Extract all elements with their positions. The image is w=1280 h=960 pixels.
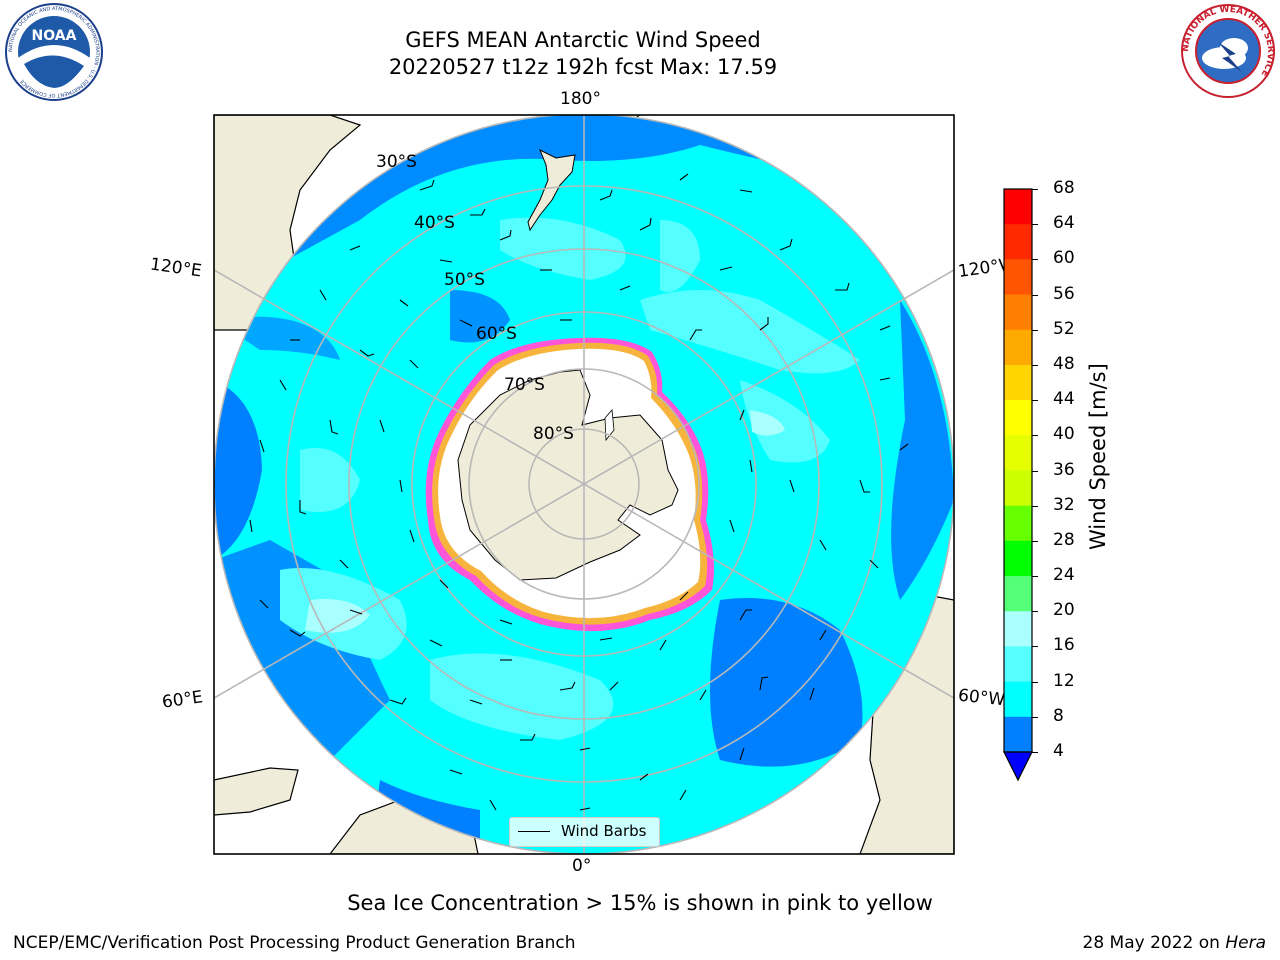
colorbar-tick-label: 64	[1053, 213, 1075, 234]
wind-barbs	[249, 173, 909, 811]
colorbar-tick-label: 28	[1053, 529, 1075, 550]
colorbar-tick-label: 56	[1053, 283, 1075, 304]
legend-label: Wind Barbs	[561, 822, 647, 840]
lat-label-30s: 30°S	[376, 152, 417, 172]
colorbar-band	[1004, 505, 1032, 542]
colorbar-band	[1004, 611, 1032, 647]
colorbar-tick-mark	[1032, 716, 1038, 718]
legend-line	[518, 831, 550, 832]
colorbar-band	[1004, 259, 1032, 296]
colorbar-tick-label: 48	[1053, 353, 1075, 374]
colorbar-tick-mark	[1032, 259, 1038, 261]
colorbar-tick-mark	[1032, 400, 1038, 402]
colorbar-tick-label: 52	[1053, 318, 1075, 339]
lat-label-70s: 70°S	[504, 375, 545, 395]
nws-logo: NATIONAL WEATHER SERVICE	[1181, 4, 1275, 98]
colorbar-band	[1004, 364, 1032, 401]
chart-title: GEFS MEAN Antarctic Wind Speed	[405, 28, 761, 52]
lon-label-bottom: 0°	[572, 856, 592, 876]
lat-label-80s: 80°S	[533, 424, 574, 444]
colorbar-band	[1004, 294, 1032, 331]
colorbar-band	[1004, 400, 1032, 436]
footer-machine: Hera	[1225, 933, 1266, 953]
sea-ice-note: Sea Ice Concentration > 15% is shown in …	[347, 891, 933, 915]
colorbar-tick-mark	[1032, 646, 1038, 648]
noaa-logo: NOAA NATIONAL OCEANIC AND ATMOSPHERIC AD…	[5, 3, 103, 101]
lon-label-top: 180°	[560, 89, 601, 109]
colorbar-extend-arrow	[1003, 751, 1033, 782]
colorbar-tick-label: 68	[1053, 178, 1075, 198]
colorbar-tick-mark	[1032, 294, 1038, 296]
colorbar-tick-label: 40	[1053, 424, 1075, 445]
colorbar-band	[1004, 329, 1032, 366]
colorbar-band	[1004, 435, 1032, 471]
colorbar-band	[1004, 681, 1032, 718]
colorbar-tick-label: 12	[1053, 670, 1075, 691]
colorbar-tick-mark	[1032, 224, 1038, 226]
colorbar-band	[1004, 189, 1032, 225]
colorbar-band	[1004, 224, 1032, 260]
map-legend: Wind Barbs	[509, 817, 660, 847]
colorbar-tick-label: 32	[1053, 494, 1075, 515]
colorbar-tick-label: 4	[1053, 741, 1064, 761]
colorbar-tick-mark	[1032, 364, 1038, 366]
colorbar-tick-label: 16	[1053, 635, 1075, 656]
graticule	[214, 115, 954, 854]
colorbar-tick-mark	[1032, 540, 1038, 542]
noaa-logo-text: NOAA	[32, 28, 77, 44]
footer-date: 28 May 2022 on	[1082, 933, 1226, 953]
colorbar-band	[1004, 470, 1032, 507]
colorbar-tick-label: 36	[1053, 459, 1075, 480]
colorbar-tick-label: 20	[1053, 600, 1075, 621]
colorbar-tick-mark	[1032, 681, 1038, 683]
colorbar-tick-mark	[1032, 611, 1038, 613]
colorbar-band	[1004, 646, 1032, 683]
chart-subtitle: 20220527 t12z 192h fcst Max: 17.59	[388, 55, 778, 79]
colorbar-band	[1004, 576, 1032, 612]
lat-label-60s: 60°S	[476, 324, 517, 344]
colorbar-tick-label: 60	[1053, 248, 1075, 269]
colorbar-tick-label: 8	[1053, 705, 1064, 726]
colorbar-tick-mark	[1032, 505, 1038, 507]
colorbar	[1003, 188, 1033, 782]
colorbar-tick-mark	[1032, 576, 1038, 578]
colorbar-tick-mark	[1032, 752, 1038, 753]
colorbar-label: Wind Speed [m/s]	[1086, 363, 1110, 550]
map-frame	[213, 114, 955, 855]
colorbar-tick-mark	[1032, 189, 1038, 190]
colorbar-band	[1004, 716, 1032, 753]
antarctica	[425, 337, 714, 632]
lat-label-40s: 40°S	[414, 213, 455, 233]
colorbar-tick-label: 24	[1053, 565, 1075, 586]
footer-left: NCEP/EMC/Verification Post Processing Pr…	[13, 933, 576, 953]
footer-right: 28 May 2022 on Hera	[1083, 933, 1267, 953]
colorbar-tick-mark	[1032, 435, 1038, 437]
lat-label-50s: 50°S	[444, 270, 485, 290]
colorbar-tick-mark	[1032, 329, 1038, 331]
colorbar-tick-label: 44	[1053, 389, 1075, 410]
new-zealand	[527, 148, 576, 232]
colorbar-tick-mark	[1032, 470, 1038, 472]
colorbar-band	[1004, 540, 1032, 577]
